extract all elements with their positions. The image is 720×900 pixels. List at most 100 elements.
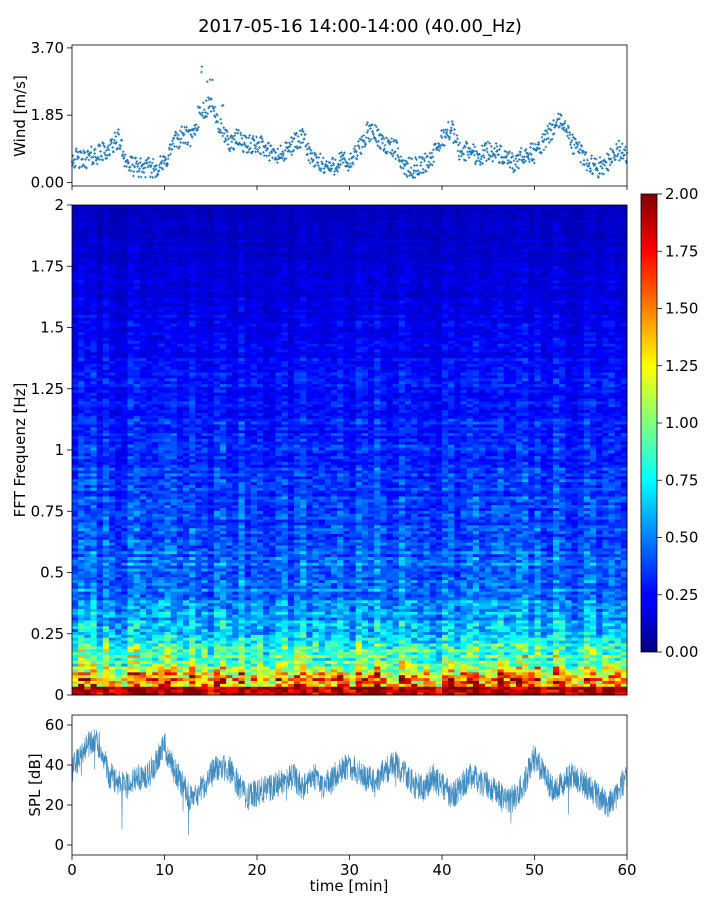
spectrogram-cell [392, 686, 400, 690]
spectrogram-cell [84, 591, 91, 595]
wind-point [167, 154, 170, 157]
spectrogram-cell [232, 646, 239, 650]
spectrogram-cell [337, 637, 344, 641]
spectrogram-cell [300, 651, 307, 656]
spectrogram-cell [528, 666, 535, 670]
spectrogram-cell [312, 591, 320, 595]
spectrogram-cell [380, 625, 387, 630]
spectrogram-cell [460, 669, 468, 673]
spectrogram-cell [343, 597, 350, 601]
spectrogram-cell [213, 611, 221, 615]
spectrogram-cell [411, 605, 418, 609]
wind-point [147, 156, 151, 160]
spectrogram-cell [423, 579, 431, 583]
spectrogram-cell [337, 680, 344, 684]
spectrogram-cell [318, 608, 326, 612]
wind-point [571, 133, 574, 137]
spectrogram-cell [127, 646, 135, 650]
spectrogram-cell [300, 663, 307, 667]
spectrogram-cell [152, 588, 159, 592]
spectrogram-cell [479, 617, 486, 621]
spectrogram-cell [294, 634, 301, 638]
wind-point [206, 96, 210, 99]
spectrogram-cell [84, 631, 91, 635]
spectrogram-cell [553, 643, 560, 647]
spectrogram-cell [146, 597, 153, 601]
spectrogram-cell [361, 594, 369, 598]
spectrogram-cell [158, 680, 165, 684]
spectrogram-cell [115, 654, 122, 658]
spectrogram-cell [263, 605, 270, 609]
spectrogram-cell [583, 643, 591, 647]
spectrogram-cell [522, 680, 529, 684]
spectrogram-cell [479, 597, 486, 601]
spectrogram-cell [405, 605, 412, 609]
spectrogram-cell [417, 625, 424, 630]
spectrogram-cell [90, 608, 98, 612]
spectrogram-cell [226, 686, 233, 690]
spectrogram-cell [509, 591, 517, 595]
spectrogram-cell [534, 680, 542, 684]
wind-point [222, 126, 225, 129]
spectrogram-cell [516, 677, 523, 681]
spectrogram-cell [485, 683, 492, 687]
wind-point [109, 139, 113, 143]
spectrogram-cell [577, 680, 585, 684]
spectrogram-cell [596, 663, 603, 667]
spectrogram-cell [213, 573, 221, 578]
spectrogram-cell [102, 643, 110, 647]
spectrogram-cell [540, 657, 548, 661]
spectrogram-cell [220, 654, 227, 658]
spectrogram-cell [454, 663, 461, 667]
spectrogram-cell [590, 646, 597, 650]
wind-point [490, 150, 494, 153]
spectrogram-cell [349, 605, 357, 609]
spectrogram-cell [72, 657, 79, 661]
spectrogram-cell [380, 640, 387, 644]
spectrogram-cell [528, 602, 535, 607]
spectrogram-cell [213, 582, 221, 586]
spectrogram-cell [442, 582, 449, 586]
spectrogram-cell [324, 671, 332, 676]
wind-point [113, 131, 117, 135]
spectrogram-cell [559, 585, 566, 589]
spectrogram-cell [411, 628, 418, 632]
spectrogram-cell [337, 634, 344, 638]
spectrogram-cell [158, 573, 165, 578]
spectrogram-cell [559, 582, 566, 586]
spectrogram-cell [386, 594, 394, 598]
spectrogram-cell [170, 654, 178, 658]
spectrogram-cell [213, 605, 221, 609]
spectrogram-cell [331, 620, 338, 624]
spectrogram-cell [472, 674, 480, 679]
spectrogram-cell [571, 617, 579, 621]
spectrogram-cell [614, 637, 622, 641]
wind-point [566, 134, 569, 138]
spectrogram-cell [405, 608, 412, 612]
spectrogram-cell [195, 588, 202, 592]
spectrogram-cell [269, 643, 276, 647]
spectrogram-cell [324, 599, 332, 604]
spectrogram-cell [472, 611, 480, 615]
spectrogram-cell [306, 585, 313, 589]
spectrogram-cell [238, 660, 246, 664]
spectrogram-cell [386, 599, 394, 604]
spectrogram-cell [405, 663, 412, 667]
spectrogram-cell [417, 657, 424, 661]
spectrogram-cell [516, 585, 523, 589]
spectrogram-cell [152, 631, 159, 635]
spectrogram-cell [176, 680, 184, 684]
spectrogram-cell [374, 614, 381, 618]
wind-point [208, 78, 212, 81]
spectrogram-cell [207, 591, 215, 595]
spectrogram-cell [429, 582, 437, 586]
wind-point [148, 175, 152, 179]
spectrogram-cell [263, 597, 270, 601]
spectrogram-cell [361, 573, 369, 578]
spectrogram-cell [220, 660, 227, 664]
spectrogram-cell [226, 689, 233, 693]
spectrogram-cell [590, 689, 597, 693]
spectrogram-cell [226, 646, 233, 650]
spectrogram-cell [257, 571, 264, 575]
spectrogram-cell [343, 617, 350, 621]
